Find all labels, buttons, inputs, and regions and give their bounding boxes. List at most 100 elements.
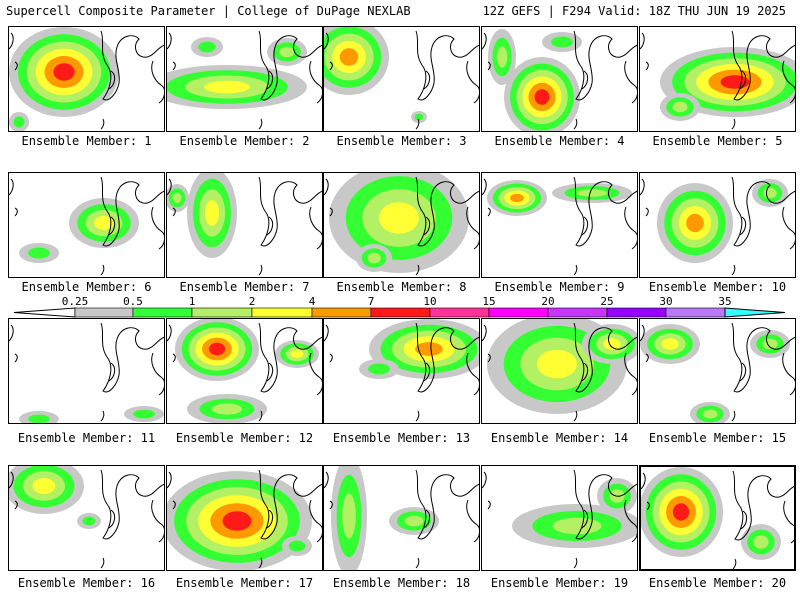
- colorbar-tick-label: 25: [600, 295, 613, 308]
- coastline-outline: [100, 176, 164, 250]
- scp-field-map: [9, 27, 164, 131]
- scp-contour-fill: [13, 116, 25, 128]
- scp-contour-fill: [342, 493, 356, 539]
- shoreline-fragment: [640, 324, 736, 422]
- shoreline-fragment: [482, 32, 578, 130]
- scp-field-map: [641, 467, 794, 569]
- ensemble-member-label: Ensemble Member: 10: [648, 280, 787, 294]
- colorbar-tick-label: 2: [249, 295, 256, 308]
- colorbar-tick-label: 10: [423, 295, 436, 308]
- scp-contour-fill: [661, 338, 679, 350]
- ensemble-member-label: Ensemble Member: 14: [490, 431, 629, 445]
- scp-contour-fill: [172, 192, 182, 204]
- ensemble-map-panel: [639, 318, 796, 424]
- scp-field-map: [482, 176, 637, 276]
- shoreline-fragment: [167, 324, 263, 422]
- ensemble-member-label: Ensemble Member: 2: [179, 134, 310, 148]
- scp-field-map: [482, 319, 637, 422]
- ensemble-member-label: Ensemble Member: 4: [494, 134, 625, 148]
- ensemble-member-label: Ensemble Member: 8: [336, 280, 467, 294]
- ensemble-map-panel: [481, 318, 638, 424]
- ensemble-map-panel: [166, 465, 323, 571]
- scp-contour-fill: [279, 46, 295, 58]
- scp-contour-fill: [368, 363, 390, 375]
- shoreline-fragment: [482, 178, 578, 276]
- scp-contour-fill: [577, 189, 607, 197]
- scp-field-map: [167, 30, 322, 130]
- coastline-outline: [732, 470, 794, 544]
- scp-contour-fill: [510, 193, 524, 203]
- scp-contour-fill: [94, 215, 114, 231]
- scp-field-map: [482, 29, 637, 131]
- scp-contour-fill: [551, 36, 573, 48]
- ensemble-member-label: Ensemble Member: 5: [652, 134, 783, 148]
- shoreline-fragment: [9, 32, 105, 130]
- scp-field-map: [167, 319, 322, 423]
- shoreline-fragment: [9, 471, 105, 569]
- scp-field-map: [9, 176, 164, 276]
- ensemble-map-panel: [639, 26, 796, 132]
- colorbar-segment: [665, 307, 726, 318]
- shoreline-fragment: [324, 178, 420, 276]
- scp-field-map: [482, 469, 637, 569]
- coastline-outline: [100, 30, 164, 104]
- scp-contour-fill: [414, 113, 424, 121]
- colorbar-segment: [370, 307, 431, 318]
- scp-field-map: [640, 30, 795, 130]
- coastline-outline: [258, 30, 322, 104]
- scp-field-map: [640, 322, 795, 423]
- colorbar-legend: 0.25 0.5 1 2 4 7 10 15 20 25 30 35: [13, 295, 786, 318]
- ensemble-member-label: Ensemble Member: 11: [17, 431, 156, 445]
- scp-field-map: [9, 466, 164, 569]
- scp-contour-fill: [686, 213, 704, 233]
- colorbar-tick-label: 15: [482, 295, 495, 308]
- scp-contour-fill: [204, 200, 220, 226]
- coastline-outline: [100, 322, 164, 396]
- colorbar-tick-label: 35: [718, 295, 731, 308]
- shoreline-fragment: [324, 32, 420, 130]
- shoreline-fragment: [167, 178, 263, 276]
- coastline-outline: [731, 176, 795, 250]
- shoreline-fragment: [640, 32, 736, 130]
- ensemble-map-panel: [166, 318, 323, 424]
- ensemble-member-label: Ensemble Member: 1: [21, 134, 152, 148]
- coastline-outline: [731, 322, 795, 396]
- ensemble-member-label: Ensemble Member: 15: [648, 431, 787, 445]
- colorbar-tick-label: 0.5: [123, 295, 143, 308]
- shoreline-fragment: [482, 471, 578, 569]
- ensemble-member-label: Ensemble Member: 16: [17, 576, 156, 590]
- scp-contour-fill: [404, 515, 424, 527]
- coastline-outline: [258, 322, 322, 396]
- ensemble-map-panel: [481, 172, 638, 278]
- scp-contour-fill: [537, 349, 577, 379]
- colorbar-segment: [547, 307, 608, 318]
- scp-contour-fill: [552, 517, 602, 535]
- ensemble-member-label: Ensemble Member: 12: [175, 431, 314, 445]
- scp-contour-fill: [339, 48, 359, 66]
- ensemble-member-label: Ensemble Member: 3: [336, 134, 467, 148]
- shoreline-fragment: [640, 178, 736, 276]
- scp-field-map: [324, 466, 479, 570]
- header-title: Supercell Composite Parameter | College …: [6, 4, 411, 18]
- scp-contour-fill: [198, 41, 216, 53]
- ensemble-member-label: Ensemble Member: 17: [175, 576, 314, 590]
- coastline-outline: [415, 176, 479, 250]
- coastline-outline: [573, 176, 637, 250]
- colorbar-segment: [74, 307, 134, 318]
- coastline-outline: [100, 469, 164, 543]
- scp-contour-fill: [379, 202, 419, 234]
- colorbar-arrow-low: [13, 307, 76, 318]
- ensemble-map-panel: [8, 26, 165, 132]
- ensemble-map-panel: [166, 172, 323, 278]
- ensemble-map-panel: [166, 26, 323, 132]
- ensemble-member-label: Ensemble Member: 7: [179, 280, 310, 294]
- ensemble-map-panel: [639, 465, 796, 571]
- scp-field-map: [9, 322, 164, 423]
- scp-contour-fill: [415, 342, 443, 356]
- coastline-outline: [258, 469, 322, 543]
- colorbar-tick-label: 20: [541, 295, 554, 308]
- scp-contour-fill: [763, 187, 777, 199]
- scp-field-map: [324, 173, 479, 276]
- coastline-outline: [573, 30, 637, 104]
- ensemble-map-panel: [323, 318, 480, 424]
